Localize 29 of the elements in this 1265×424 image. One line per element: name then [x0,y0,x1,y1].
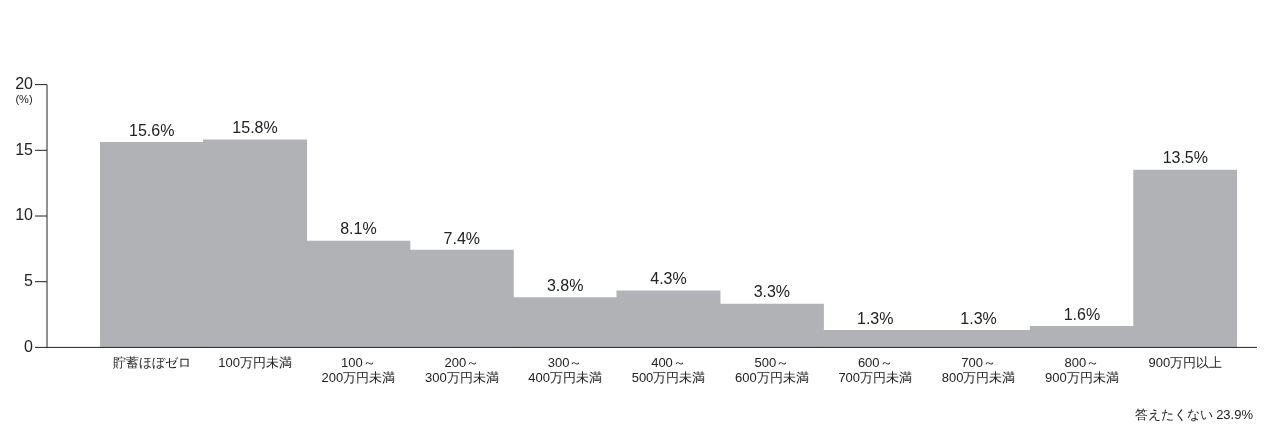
y-tick-label: 10 [15,206,34,224]
y-tick-label: 0 [24,337,34,355]
x-tick-label: 貯蓄ほぼゼロ [112,354,191,370]
x-tick-label: 300～ 400万円未満 [528,354,602,386]
x-tick-label: 200～ 300万円未満 [424,354,499,386]
x-tick-label: 400～ 500万円未満 [631,354,706,386]
x-tick-label: 700～ 800万円未満 [941,354,1016,386]
y-tick-label: 15 [15,140,34,158]
data-label: 15.6% [128,121,175,139]
data-label: 4.3% [650,270,687,288]
text: 答えたくない 23.9% [1134,407,1254,423]
x-tick-label: 100～ 200万円未満 [321,354,396,386]
x-tick-label: 900万円以上 [1148,354,1223,370]
data-label: 7.4% [443,229,481,247]
y-axis-title: (%) [15,93,33,106]
x-tick-label: 600～ 700万円未満 [838,354,913,386]
x-tick-label: 500～ 600万円未満 [735,354,809,386]
data-label: 1.3% [960,309,997,327]
data-label: 15.8% [232,119,278,137]
data-label: 3.8% [546,276,584,294]
x-tick-label: 100万円未満 [218,354,292,370]
data-label: 1.6% [1063,305,1101,323]
data-label: 13.5% [1162,149,1209,167]
data-label: 8.1% [340,220,377,238]
x-tick-label: 800～ 900万円未満 [1045,354,1119,386]
data-label: 3.3% [753,283,791,301]
y-tick-label: 5 [24,272,34,290]
y-tick-label: 20 [15,75,34,93]
data-label: 1.3% [856,309,894,327]
